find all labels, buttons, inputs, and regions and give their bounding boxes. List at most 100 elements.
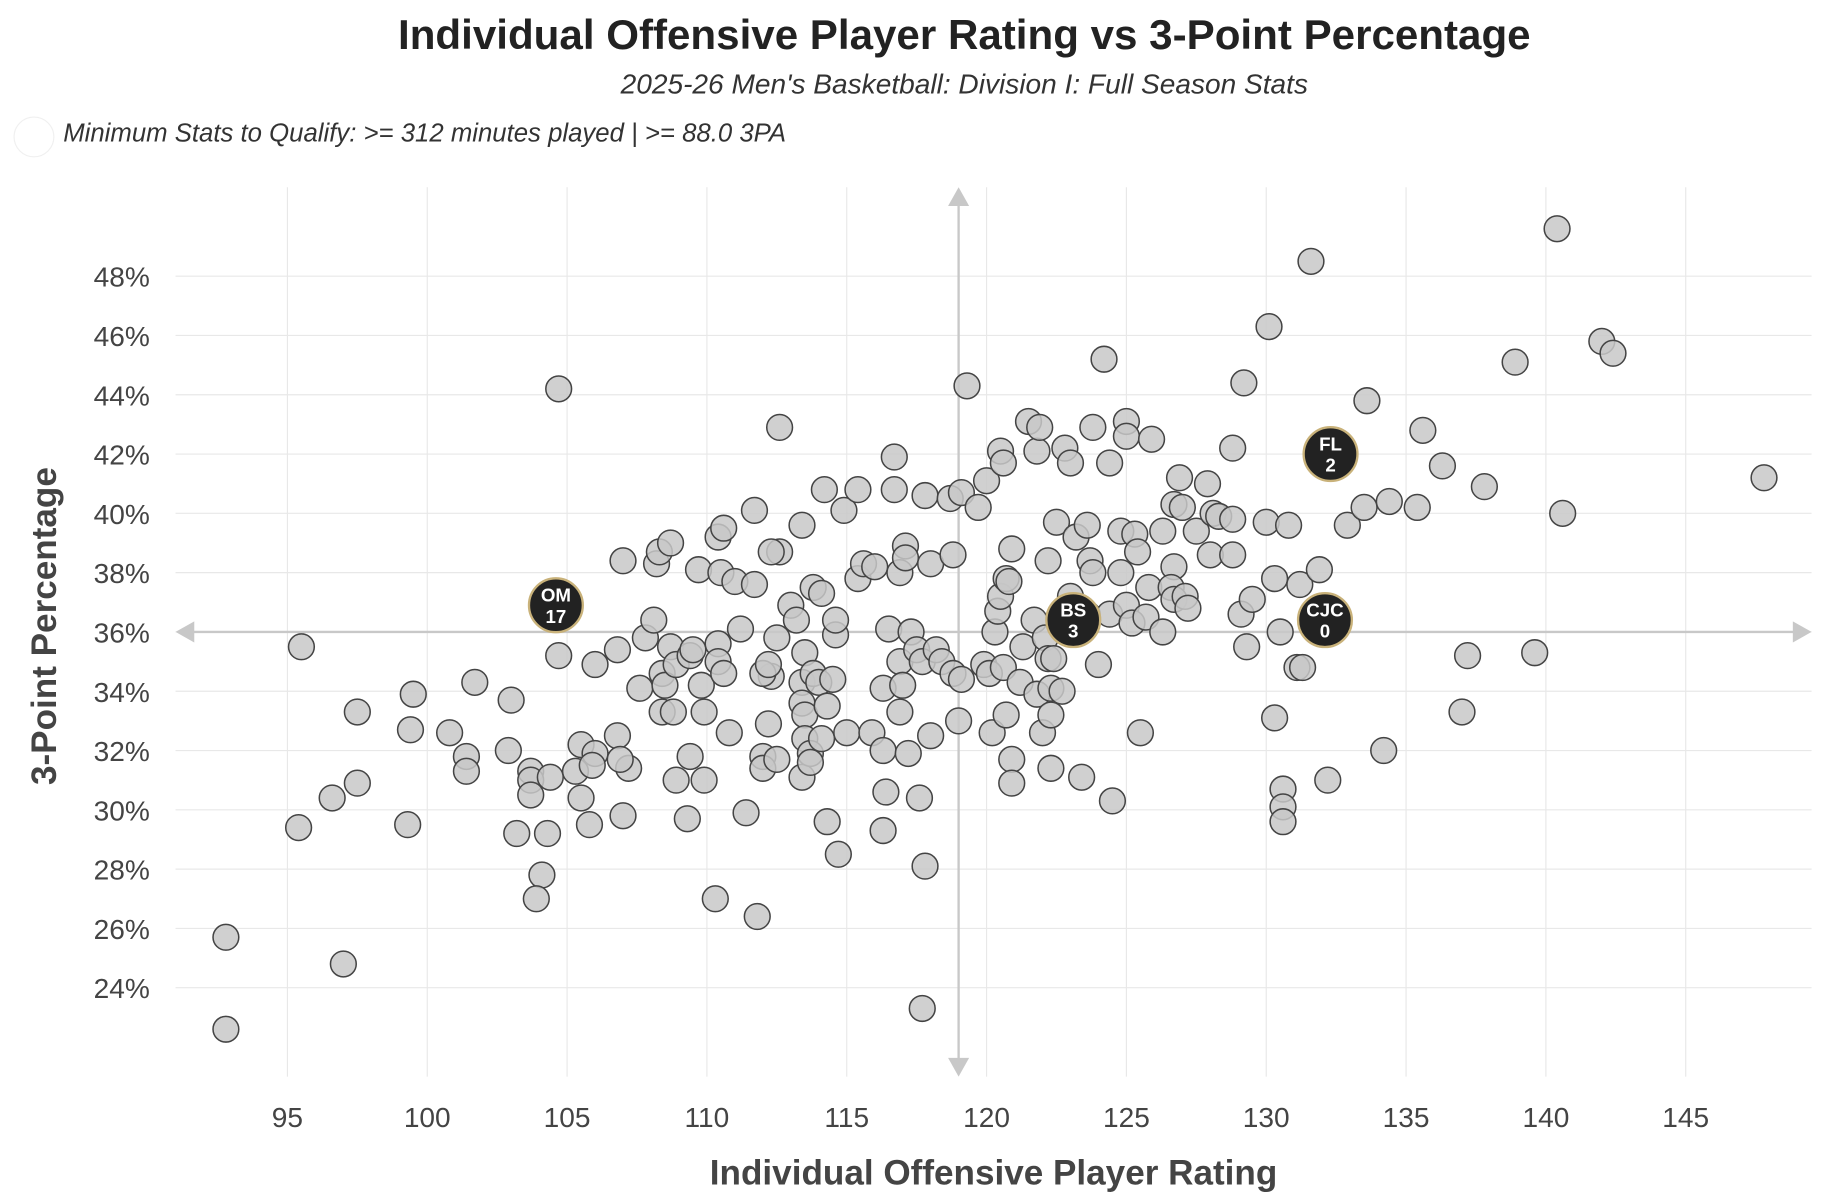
data-point <box>606 745 634 774</box>
x-axis-label: Individual Offensive Player Rating <box>710 1153 1278 1192</box>
chart-subtitle: 2025-26 Men's Basketball: Division I: Fu… <box>620 69 1308 100</box>
data-point <box>807 725 836 753</box>
data-point <box>609 802 637 830</box>
data-point <box>763 624 791 652</box>
data-point <box>875 615 903 643</box>
data-point <box>343 698 371 726</box>
data-point <box>796 748 825 777</box>
data-point <box>284 813 313 842</box>
data-point <box>687 671 715 699</box>
data-point <box>1079 413 1107 442</box>
data-point <box>765 413 794 442</box>
x-tick-label: 105 <box>544 1102 591 1133</box>
data-point <box>603 636 632 664</box>
data-point <box>757 538 785 566</box>
data-point <box>1149 618 1177 646</box>
data-point <box>528 861 556 889</box>
data-point <box>1037 701 1065 729</box>
data-point <box>435 719 464 747</box>
data-point <box>710 659 738 688</box>
data-point <box>1107 559 1135 587</box>
chart-title: Individual Offensive Player Rating vs 3-… <box>398 11 1531 58</box>
y-axis-label: 3-Point Percentage <box>25 467 64 785</box>
data-point <box>1409 416 1437 444</box>
data-point <box>889 671 917 699</box>
data-point <box>972 467 1001 495</box>
x-tick-label: 130 <box>1243 1102 1290 1133</box>
data-point <box>1073 511 1101 539</box>
player-initials: OM <box>541 585 571 606</box>
data-point <box>1174 594 1202 622</box>
data-point <box>1026 413 1054 442</box>
x-tick-label: 125 <box>1103 1102 1150 1133</box>
data-point <box>1137 425 1166 453</box>
highlighted-point <box>527 577 584 634</box>
data-point <box>656 529 685 557</box>
data-point <box>947 665 976 694</box>
x-tick-label: 145 <box>1662 1102 1709 1133</box>
data-point <box>911 481 939 510</box>
arrow-up-icon <box>948 187 970 206</box>
data-point <box>1079 559 1107 587</box>
data-point <box>503 819 531 848</box>
data-point <box>1165 464 1194 492</box>
data-point <box>939 541 967 569</box>
arrow-left-icon <box>175 621 195 643</box>
y-tick-label: 28% <box>94 855 150 886</box>
data-point <box>813 692 841 720</box>
data-point <box>1068 763 1096 791</box>
data-point <box>1219 541 1247 569</box>
data-point <box>545 642 573 670</box>
data-point <box>1305 556 1334 584</box>
data-point <box>1112 422 1141 450</box>
data-point <box>1040 644 1068 673</box>
data-point <box>1375 487 1403 516</box>
data-point <box>1252 508 1280 536</box>
data-point <box>1297 247 1325 275</box>
y-tick-label: 46% <box>94 321 150 352</box>
data-point <box>743 902 771 931</box>
data-point <box>872 778 900 806</box>
data-point <box>813 808 841 836</box>
data-point <box>807 579 836 608</box>
data-point <box>1048 677 1076 705</box>
data-point <box>830 496 858 525</box>
data-point <box>212 923 240 951</box>
data-point <box>1238 585 1266 613</box>
data-point <box>1056 449 1085 477</box>
data-point <box>522 885 550 913</box>
data-point <box>1521 639 1549 667</box>
x-tick-label: 110 <box>685 1102 730 1133</box>
data-point <box>626 674 654 702</box>
data-point <box>1274 511 1303 539</box>
data-point <box>343 769 371 797</box>
data-point <box>690 766 718 794</box>
data-point <box>287 633 316 661</box>
data-point <box>567 784 595 812</box>
data-point <box>880 476 908 504</box>
data-point <box>1098 787 1127 815</box>
data-point <box>329 950 357 978</box>
data-point <box>1448 698 1476 726</box>
data-point <box>676 742 704 771</box>
data-point <box>1370 736 1398 765</box>
data-point <box>821 606 850 634</box>
data-point <box>886 698 914 726</box>
data-point <box>609 547 637 575</box>
data-point <box>1168 493 1196 522</box>
data-point <box>1233 633 1261 661</box>
highlighted-point <box>1302 425 1359 483</box>
player-initials: FL <box>1319 434 1342 455</box>
data-point <box>1403 493 1431 522</box>
data-point <box>659 698 687 726</box>
data-point <box>810 476 839 504</box>
data-point <box>673 805 701 833</box>
data-point <box>651 671 679 699</box>
qualify-note-icon <box>13 116 55 158</box>
y-tick-label: 26% <box>94 914 150 945</box>
data-point <box>1599 339 1627 367</box>
tick-labels: 95 100 105 110 115 120 125 130 135 140 145 24% 26% 28… <box>94 262 1710 1133</box>
data-point <box>396 716 425 744</box>
data-point <box>861 553 889 581</box>
data-point <box>964 493 992 522</box>
